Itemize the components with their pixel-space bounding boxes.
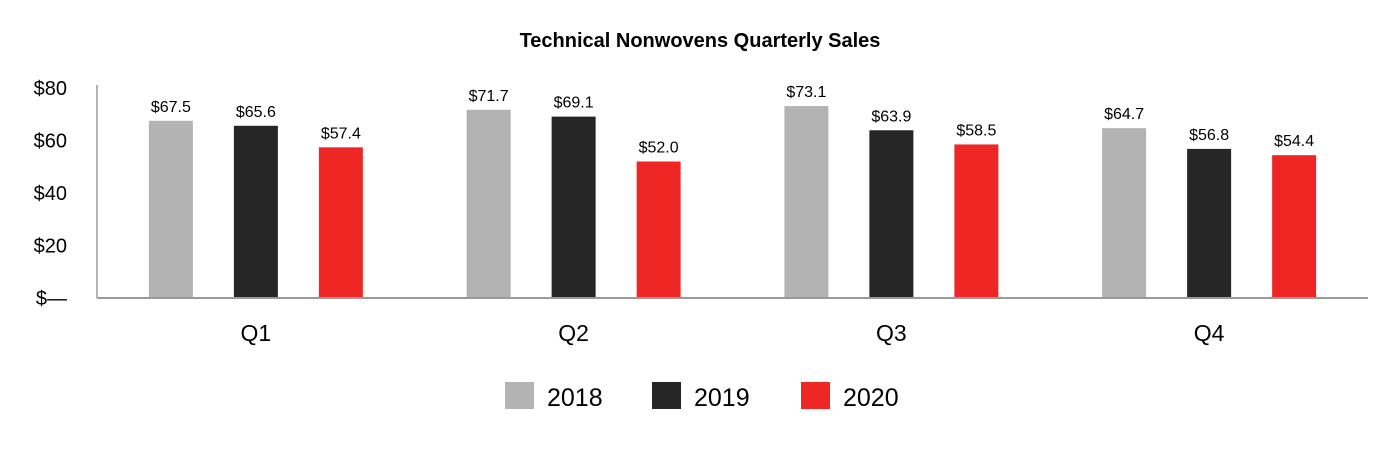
bars [148,106,1317,298]
legend-swatch-2018 [505,382,534,409]
bar-q1-2019 [233,125,278,298]
bar-q4-2018 [1102,128,1147,298]
bar-q2-2018 [466,109,511,298]
legend: 2018 2019 2020 [505,382,899,412]
bar-q1-2020 [318,147,363,298]
bar-q4-2019 [1187,148,1232,298]
chart-title: Technical Nonwovens Quarterly Sales [520,30,881,52]
data-label-q4-2020: $54.4 [1274,133,1314,150]
y-tick-label: $20 [34,236,67,258]
data-label-q4-2019: $56.8 [1189,127,1229,144]
bar-q3-2020 [954,144,999,298]
bar-q3-2019 [869,130,914,298]
x-tick-label: Q2 [558,320,589,346]
y-tick-label: $40 [34,183,67,205]
bar-q1-2018 [148,120,193,298]
x-axis-ticks: Q1 Q2 Q3 Q4 [241,320,1225,346]
legend-label-2019: 2019 [694,384,750,412]
data-label-q2-2019: $69.1 [554,95,594,112]
data-label-q1-2018: $67.5 [151,99,191,116]
y-tick-label: $60 [34,131,67,153]
data-label-q1-2019: $65.6 [236,104,276,121]
x-tick-label: Q4 [1194,320,1225,346]
legend-swatch-2020 [801,382,830,409]
y-tick-label: $— [36,288,67,310]
data-label-q2-2018: $71.7 [469,88,509,105]
bar-q2-2020 [636,161,681,298]
data-label-q2-2020: $52.0 [639,140,679,157]
x-tick-label: Q3 [876,320,907,346]
data-label-q1-2020: $57.4 [321,125,361,142]
x-tick-label: Q1 [241,320,272,346]
data-labels: $67.5 $65.6 $57.4 $71.7 $69.1 $52.0 $73.1 $63.9… [151,84,1314,156]
bar-q3-2018 [784,106,829,298]
data-label-q3-2019: $63.9 [871,108,911,125]
bar-q4-2020 [1272,155,1317,298]
y-tick-label: $80 [34,78,67,100]
data-label-q3-2020: $58.5 [956,122,996,139]
legend-label-2018: 2018 [547,384,603,412]
bar-q2-2019 [551,116,596,298]
y-axis-ticks: $— $20 $40 $60 $80 [34,78,67,310]
data-label-q4-2018: $64.7 [1104,106,1144,123]
legend-label-2020: 2020 [843,384,899,412]
data-label-q3-2018: $73.1 [786,84,826,101]
legend-swatch-2019 [652,382,681,409]
